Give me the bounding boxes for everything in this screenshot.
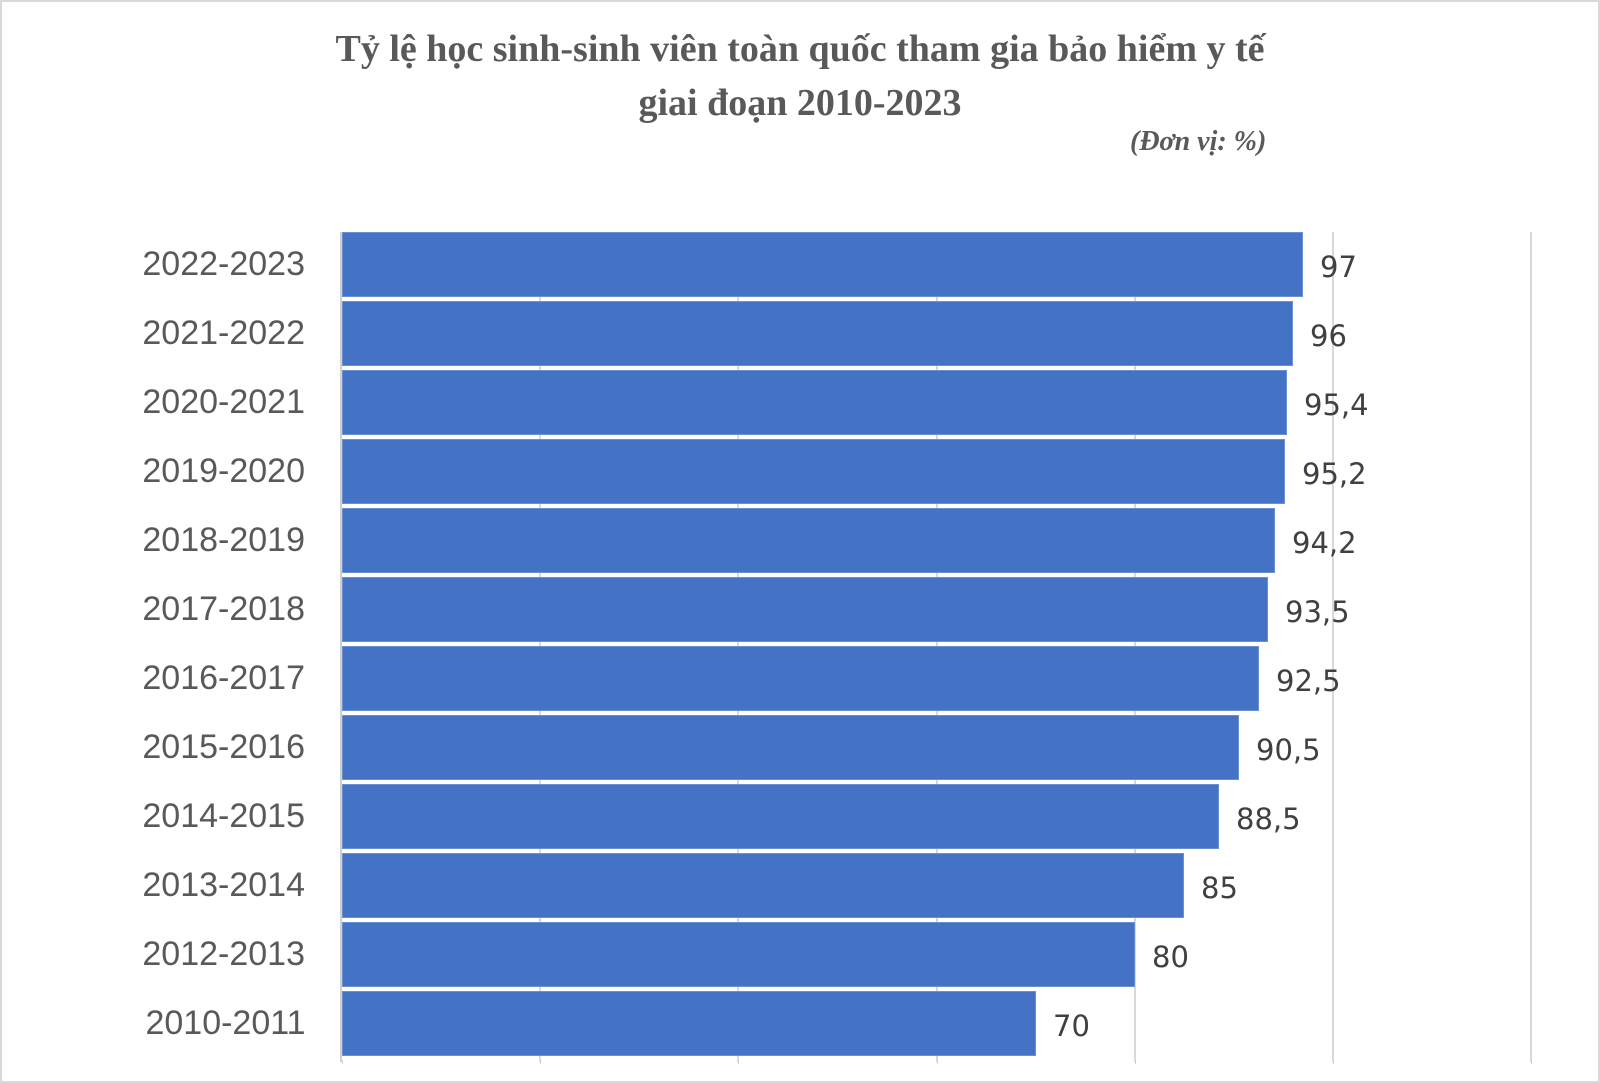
chart-title: Tỷ lệ học sinh-sinh viên toàn quốc tham … [0, 22, 1600, 130]
plot-area: 2022-2023 97 2021-2022 96 2020-2021 95,4 2019-… [142, 232, 1532, 1064]
bar-row: 2019-2020 95,2 [0, 439, 1531, 504]
bar [342, 370, 1287, 435]
bar [342, 577, 1268, 642]
bar [342, 715, 1239, 780]
data-label: 97 [1320, 250, 1357, 284]
bar-row: 2015-2016 90,5 [0, 715, 1531, 780]
axis-tick [738, 1060, 739, 1064]
bar [342, 301, 1293, 366]
category-label: 2017-2018 [142, 590, 305, 628]
category-label: 2015-2016 [142, 728, 305, 766]
bar [342, 508, 1275, 573]
bar-row: 2022-2023 97 [0, 232, 1531, 297]
data-label: 88,5 [1236, 802, 1301, 836]
category-label: 2010-2011 [145, 1004, 315, 1042]
bar-row: 2013-2014 85 [0, 853, 1531, 918]
bar [342, 232, 1303, 297]
axis-tick [540, 1060, 541, 1064]
axis-tick [1135, 1060, 1136, 1064]
data-label: 94,2 [1292, 526, 1357, 560]
chart-title-line-1: Tỷ lệ học sinh-sinh viên toàn quốc tham … [335, 28, 1265, 70]
category-label: 2021-2022 [142, 314, 305, 352]
data-label: 96 [1310, 319, 1347, 353]
chart-title-line-2: giai đoạn 2010-2023 [638, 82, 962, 124]
category-label: 2020-2021 [142, 383, 305, 421]
bar [342, 646, 1259, 711]
bar [342, 784, 1219, 849]
axis-tick [1531, 1060, 1532, 1064]
data-label: 80 [1152, 940, 1189, 974]
gridline [1332, 232, 1334, 1062]
data-label: 93,5 [1285, 595, 1350, 629]
category-axis-line [340, 232, 342, 1062]
bar-row: 2016-2017 92,5 [0, 646, 1531, 711]
category-label: 2018-2019 [142, 521, 305, 559]
unit-subtitle: (Đơn vị: %) [1130, 126, 1267, 157]
bar-row: 2010-2011 70 [0, 991, 1531, 1056]
bar [342, 991, 1036, 1056]
category-label: 2012-2013 [142, 935, 305, 973]
category-label: 2016-2017 [142, 659, 305, 697]
category-label: 2019-2020 [142, 452, 305, 490]
data-label: 90,5 [1256, 733, 1321, 767]
bar [342, 922, 1135, 987]
category-label: 2014-2015 [142, 797, 305, 835]
category-label: 2013-2014 [142, 866, 305, 904]
bar-row: 2020-2021 95,4 [0, 370, 1531, 435]
data-label: 95,2 [1302, 457, 1367, 491]
bar-row: 2012-2013 80 [0, 922, 1531, 987]
data-label: 70 [1053, 1009, 1090, 1043]
bar-row: 2014-2015 88,5 [0, 784, 1531, 849]
bar [342, 439, 1285, 504]
data-label: 92,5 [1276, 664, 1341, 698]
category-label: 2022-2023 [142, 245, 305, 283]
bar [342, 853, 1184, 918]
axis-tick [937, 1060, 938, 1064]
gridline [1530, 232, 1532, 1062]
bar-row: 2021-2022 96 [0, 301, 1531, 366]
axis-tick [342, 1060, 343, 1064]
bar-row: 2017-2018 93,5 [0, 577, 1531, 642]
axis-tick [1333, 1060, 1334, 1064]
data-label: 85 [1201, 871, 1238, 905]
data-label: 95,4 [1304, 388, 1369, 422]
bar-row: 2018-2019 94,2 [0, 508, 1531, 573]
